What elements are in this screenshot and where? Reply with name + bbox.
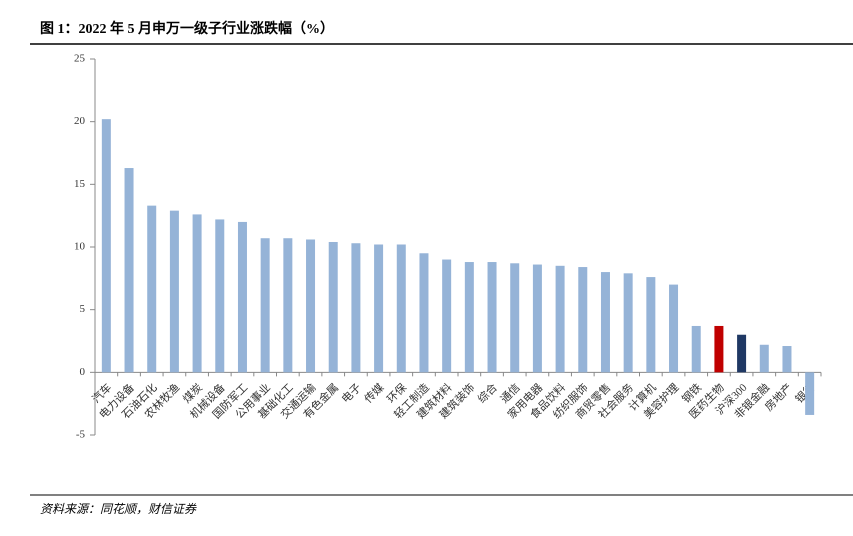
- bar: [759, 344, 769, 373]
- bar: [669, 284, 679, 373]
- bar: [487, 262, 497, 373]
- bar: [124, 168, 134, 373]
- bar: [101, 119, 111, 373]
- bar: [260, 238, 270, 373]
- y-tick-label: 20: [74, 115, 86, 127]
- bar: [419, 253, 429, 373]
- bar: [215, 219, 225, 373]
- bar: [600, 272, 610, 373]
- y-tick-label: 10: [74, 241, 86, 253]
- y-tick-label: -5: [76, 429, 86, 441]
- bar: [192, 214, 202, 373]
- y-tick-label: 25: [74, 53, 86, 65]
- bar: [283, 238, 293, 373]
- bar: [737, 334, 747, 373]
- bar: [805, 372, 815, 415]
- bar: [328, 241, 338, 373]
- bar: [169, 210, 179, 373]
- y-tick-label: 15: [74, 178, 86, 190]
- bar: [578, 267, 588, 373]
- bar: [714, 325, 724, 373]
- bar: [351, 243, 361, 373]
- x-tick-label: 综合: [474, 380, 499, 405]
- bar: [623, 273, 633, 373]
- bar: [691, 325, 701, 373]
- bar: [442, 259, 452, 373]
- bar: [510, 263, 520, 373]
- x-tick-label: 电子: [339, 381, 364, 406]
- y-tick-label: 5: [80, 303, 86, 315]
- bar: [464, 262, 474, 373]
- x-tick-label: 传媒: [362, 381, 387, 406]
- bar: [147, 205, 157, 373]
- bar: [782, 346, 792, 373]
- bar: [374, 244, 384, 373]
- bar: [555, 265, 565, 373]
- bar: [396, 244, 406, 373]
- bar: [306, 239, 316, 373]
- bar: [237, 221, 247, 373]
- chart-title: 图 1：2022 年 5 月申万一级子行业涨跌幅（%）: [40, 20, 334, 37]
- y-tick-label: 0: [80, 366, 86, 378]
- bar: [646, 277, 656, 373]
- bar: [532, 264, 542, 373]
- source-note: 资料来源：同花顺，财信证券: [40, 502, 197, 516]
